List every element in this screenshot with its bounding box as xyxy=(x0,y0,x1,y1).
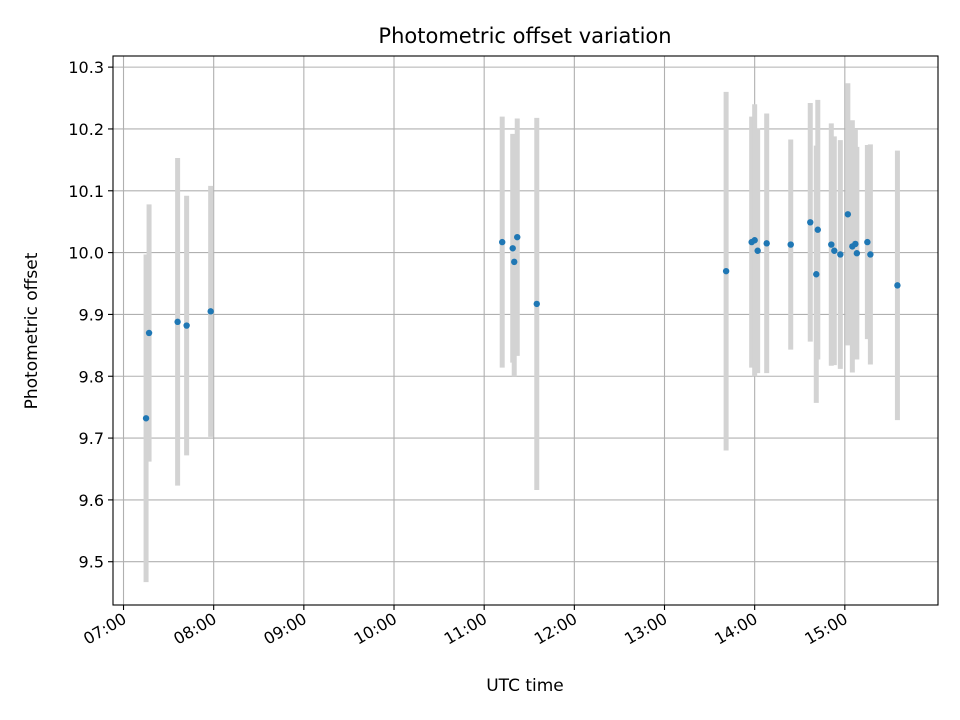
y-tick-label: 10.1 xyxy=(68,182,104,201)
grid xyxy=(113,56,938,605)
data-point xyxy=(844,211,852,218)
plot-frame xyxy=(112,55,939,606)
y-tick-label: 9.7 xyxy=(79,429,104,448)
data-point xyxy=(142,415,150,422)
data-point xyxy=(183,322,190,329)
y-tick-label: 10.2 xyxy=(68,120,104,139)
data-point xyxy=(894,282,901,289)
y-axis-label: Photometric offset xyxy=(22,252,42,409)
data-point xyxy=(837,251,844,258)
data-point xyxy=(853,250,861,257)
y-tick-label: 9.9 xyxy=(79,305,104,324)
data-point xyxy=(807,219,814,226)
x-axis-label: UTC time xyxy=(486,676,564,696)
data-point xyxy=(207,308,214,315)
x-tick-label: 10:00 xyxy=(351,609,400,649)
x-tick-label: 09:00 xyxy=(260,609,309,649)
data-point xyxy=(864,238,871,246)
data-point xyxy=(511,258,518,266)
error-bars xyxy=(143,83,900,583)
data-point xyxy=(763,240,770,247)
x-tick-label: 08:00 xyxy=(170,609,219,649)
data-point xyxy=(867,251,874,258)
data-point xyxy=(754,247,761,254)
y-tick-label: 9.5 xyxy=(79,553,104,572)
y-tick-label: 10.0 xyxy=(68,244,104,263)
data-point xyxy=(509,245,516,252)
data-point xyxy=(499,238,506,246)
data-point xyxy=(787,241,794,248)
data-point xyxy=(751,237,758,244)
data-points xyxy=(142,211,901,422)
data-point xyxy=(852,240,859,248)
data-point xyxy=(722,267,730,275)
y-tick-label: 9.8 xyxy=(79,367,104,386)
data-point xyxy=(174,318,181,326)
data-point xyxy=(828,241,835,248)
y-tick-label: 9.6 xyxy=(79,491,104,510)
chart-title: Photometric offset variation xyxy=(378,24,671,48)
x-tick-label: 15:00 xyxy=(801,609,850,649)
data-point xyxy=(145,329,153,337)
data-point xyxy=(813,271,820,278)
x-tick-label: 14:00 xyxy=(711,609,760,649)
data-point xyxy=(814,226,821,233)
data-point xyxy=(514,233,521,241)
y-tick-label: 10.3 xyxy=(68,58,104,77)
data-point xyxy=(831,247,838,254)
x-tick-label: 12:00 xyxy=(531,609,580,649)
data-point xyxy=(533,300,540,308)
x-tick-label: 07:00 xyxy=(80,609,129,649)
x-tick-label: 13:00 xyxy=(621,609,670,649)
x-tick-label: 11:00 xyxy=(441,609,490,649)
